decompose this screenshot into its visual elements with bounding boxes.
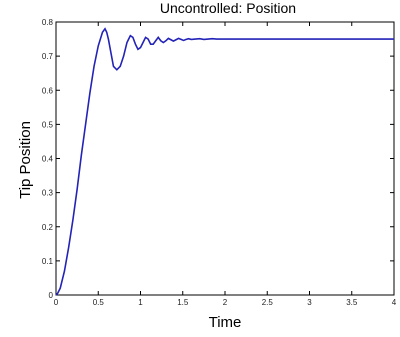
y-tick-label-3: 0.3	[42, 189, 54, 198]
x-tick-label-3: 1.5	[177, 298, 189, 307]
x-tick-label-8: 4	[392, 298, 397, 307]
chart-title: Uncontrolled: Position	[160, 0, 296, 16]
y-tick-label-0: 0	[49, 291, 54, 300]
x-tick-label-4: 2	[223, 298, 228, 307]
y-tick-label-4: 0.4	[42, 155, 54, 164]
x-tick-label-5: 2.5	[262, 298, 274, 307]
y-tick-label-7: 0.7	[42, 52, 54, 61]
x-tick-label-0: 0	[54, 298, 59, 307]
y-tick-label-8: 0.8	[42, 18, 54, 27]
y-axis-label: Tip Position	[17, 121, 34, 199]
plot-frame	[55, 21, 395, 296]
x-tick-label-1: 0.5	[93, 298, 105, 307]
x-tick-label-2: 1	[138, 298, 143, 307]
y-tick-label-5: 0.5	[42, 120, 54, 129]
y-tick-label-2: 0.2	[42, 223, 54, 232]
series-line	[55, 27, 394, 296]
y-tick-label-1: 0.1	[42, 257, 54, 266]
x-axis-label: Time	[209, 314, 242, 331]
x-tick-label-6: 3	[307, 298, 312, 307]
y-tick-label-6: 0.6	[42, 86, 54, 95]
ticks-group: 0 0.5 1 1.5 2 2.5 3 3.5 4 0 0.1 0.2 0.3 0.4 0.5 0.6 0.7 0…	[42, 18, 397, 307]
x-tick-label-7: 3.5	[346, 298, 358, 307]
